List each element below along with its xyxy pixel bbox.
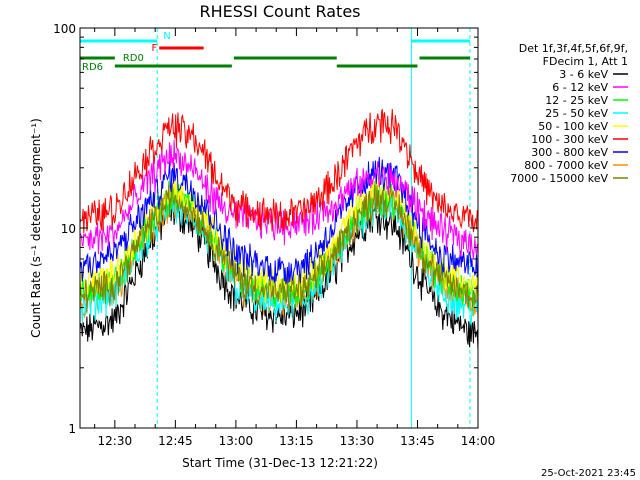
x-tick-label-5: 13:45 <box>400 434 435 448</box>
series-line-5 <box>79 108 479 234</box>
x-tick-label-2: 13:00 <box>219 434 254 448</box>
legend-header-1: FDecim 1, Att 1 <box>543 55 628 68</box>
flag-label-rd0: RD0 <box>123 53 144 64</box>
y-tick-label-0: 1 <box>68 422 76 436</box>
x-tick-label-1: 12:45 <box>158 434 193 448</box>
legend-label-7: 800 - 7000 keV <box>524 159 608 172</box>
series-line-0 <box>79 196 479 351</box>
y-axis-label: Count Rate (s⁻¹ detector segment⁻¹) <box>29 118 43 338</box>
legend-label-1: 6 - 12 keV <box>552 81 608 94</box>
x-axis-label: Start Time (31-Dec-13 12:21:22) <box>182 456 378 470</box>
legend-label-6: 300 - 800 keV <box>531 146 608 159</box>
chart-title: RHESSI Count Rates <box>200 2 361 21</box>
y-tick-label-2: 100 <box>53 22 76 36</box>
x-tick-label-3: 13:15 <box>279 434 314 448</box>
flag-label-n: N <box>163 31 170 42</box>
flag-bars-group: NF RD0 RD6 <box>80 31 470 73</box>
flag-label-f: F <box>151 43 157 54</box>
legend-label-2: 12 - 25 keV <box>545 94 608 107</box>
footer-timestamp: 25-Oct-2021 23:45 <box>541 468 636 479</box>
series-line-8 <box>79 183 479 313</box>
legend-label-0: 3 - 6 keV <box>559 68 608 81</box>
legend-label-4: 50 - 100 keV <box>538 120 608 133</box>
legend: Det 1f,3f,4f,5f,6f,9f,FDecim 1, Att 13 -… <box>510 42 628 185</box>
legend-label-5: 100 - 300 keV <box>531 133 608 146</box>
x-tick-label-6: 14:00 <box>461 434 496 448</box>
x-tick-label-4: 13:30 <box>340 434 375 448</box>
legend-header-0: Det 1f,3f,4f,5f,6f,9f, <box>519 42 628 55</box>
axes-group: 12:30 12:45 13:00 13:15 13:30 13:45 14:00 1 10 10… <box>53 22 495 448</box>
y-tick-label-1: 10 <box>61 222 76 236</box>
flag-label-rd6: RD6 <box>82 62 103 73</box>
legend-label-3: 25 - 50 keV <box>545 107 608 120</box>
series-group <box>79 108 479 351</box>
x-tick-label-0: 12:30 <box>98 434 133 448</box>
legend-label-8: 7000 - 15000 keV <box>510 172 608 185</box>
